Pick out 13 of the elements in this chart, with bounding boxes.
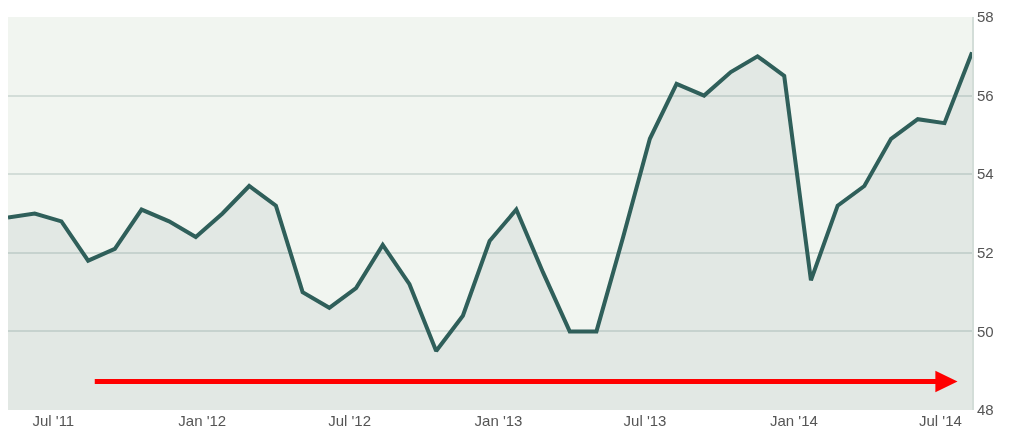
- x-tick-label: Jan '13: [474, 412, 523, 429]
- y-tick-label: 48: [977, 401, 994, 419]
- y-tick-label: 58: [977, 8, 994, 26]
- y-tick-label: 54: [977, 165, 994, 183]
- x-tick-label: Jul '13: [623, 412, 667, 429]
- y-tick-label: 56: [977, 86, 994, 104]
- x-tick-label: Jul '12: [328, 412, 372, 429]
- y-tick-label: 52: [977, 244, 994, 262]
- x-tick-label: Jan '14: [769, 412, 818, 429]
- y-tick-label: 50: [977, 322, 994, 340]
- x-tick-label: Jan '12: [178, 412, 227, 429]
- x-tick-label: Jul '14: [918, 412, 962, 429]
- x-tick-label: Jul '11: [32, 412, 75, 429]
